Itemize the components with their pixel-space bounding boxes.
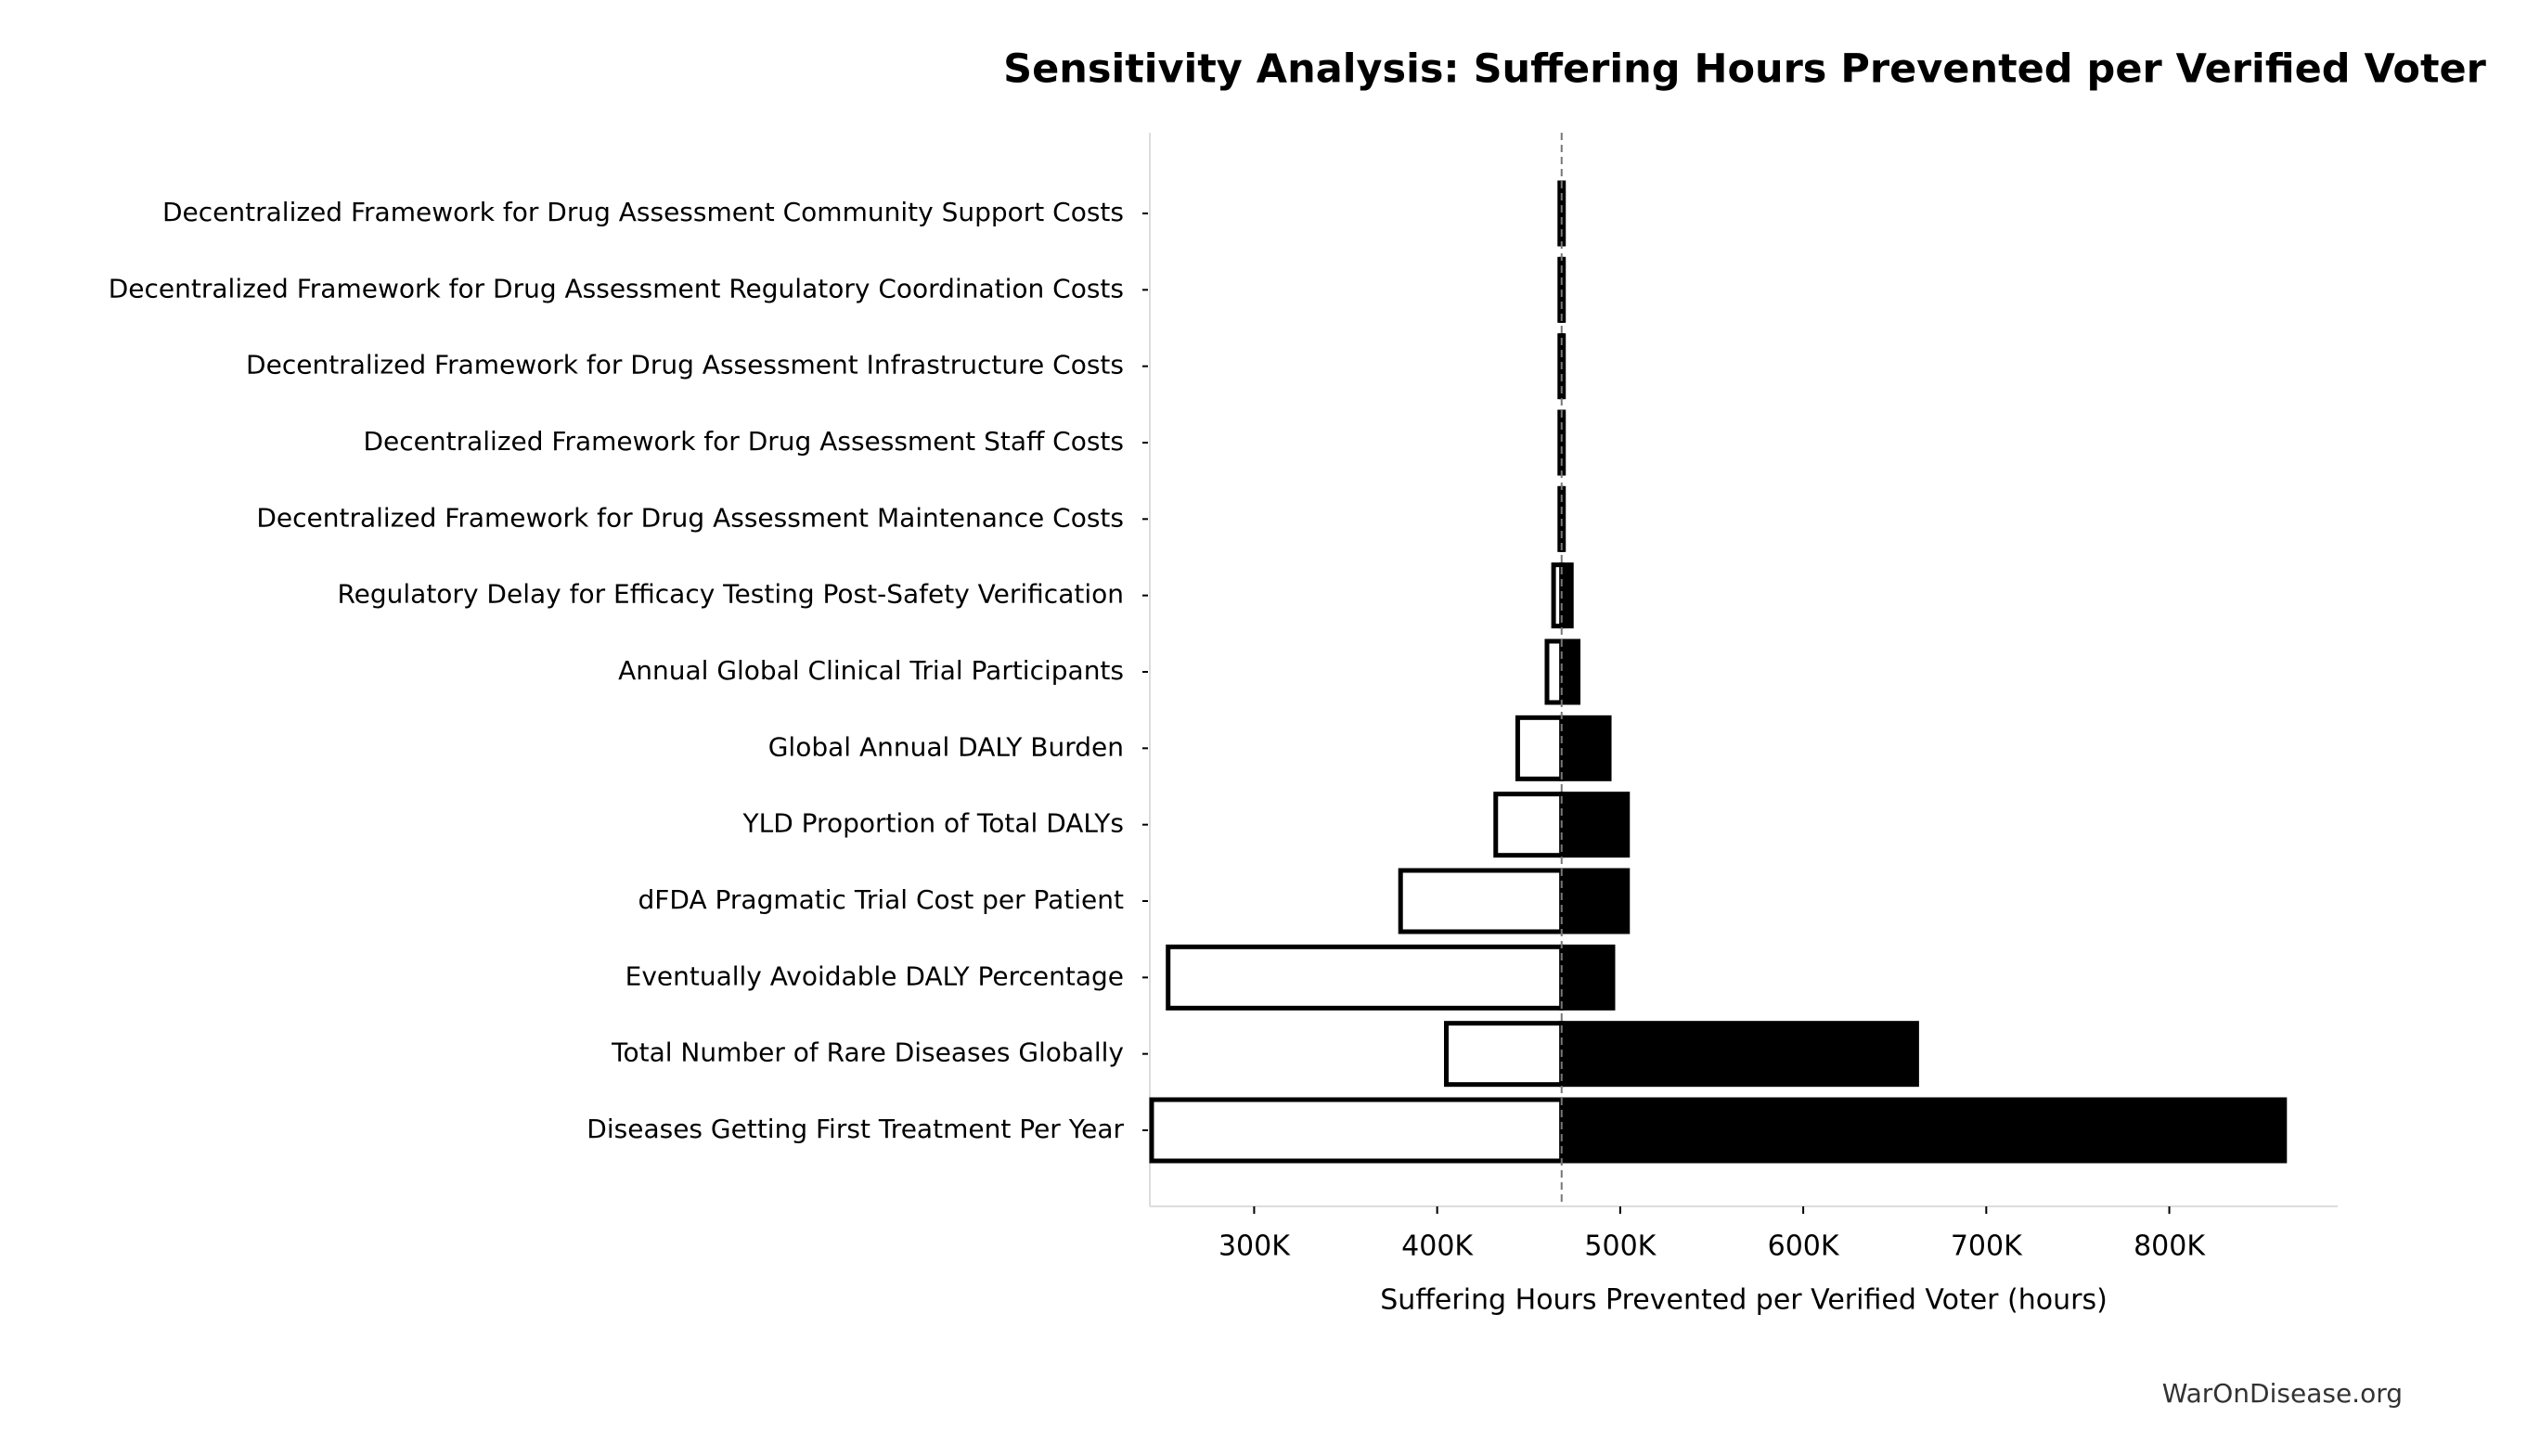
x-tick-label: 600K [1768, 1231, 1840, 1263]
y-tick-label: Total Number of Rare Diseases Globally [611, 1037, 1124, 1068]
low-bar [1444, 1021, 1565, 1088]
low-bar [1166, 944, 1565, 1011]
high-bar [1559, 792, 1631, 858]
y-tick-label: Global Annual DALY Burden [768, 731, 1124, 762]
high-bar [1559, 868, 1631, 934]
source-note: WarOnDisease.org [2162, 1378, 2403, 1409]
chart-title: Sensitivity Analysis: Suffering Hours Pr… [1003, 46, 2487, 93]
low-bar [1493, 792, 1565, 858]
high-bar [1559, 944, 1616, 1011]
y-tick-label: Regulatory Delay for Efficacy Testing Po… [337, 579, 1124, 610]
y-tick-label: Decentralized Framework for Drug Assessm… [162, 197, 1124, 227]
low-bar [1515, 715, 1565, 781]
high-bar [1559, 1021, 1919, 1088]
y-tick-label: Decentralized Framework for Drug Assessm… [363, 426, 1124, 457]
y-tick-label: Annual Global Clinical Trial Participant… [618, 655, 1124, 686]
x-tick-label: 300K [1218, 1231, 1291, 1263]
x-axis-label: Suffering Hours Prevented per Verified V… [1380, 1284, 2108, 1317]
x-tick-label: 700K [1951, 1231, 2023, 1263]
x-tick-label: 400K [1401, 1231, 1474, 1263]
y-tick-label: Diseases Getting First Treatment Per Yea… [587, 1114, 1124, 1144]
y-tick-label: Decentralized Framework for Drug Assessm… [256, 502, 1124, 533]
low-bar [1149, 1097, 1565, 1164]
y-tick-label: Decentralized Framework for Drug Assessm… [246, 350, 1124, 380]
x-tick-label: 800K [2134, 1231, 2206, 1263]
high-bar [1559, 562, 1574, 629]
y-tick-label: Eventually Avoidable DALY Percentage [625, 960, 1124, 991]
x-tick-label: 500K [1584, 1231, 1657, 1263]
low-bar [1398, 868, 1565, 934]
high-bar [1559, 715, 1612, 781]
high-bar [1559, 1097, 2288, 1164]
y-tick-label: Decentralized Framework for Drug Assessm… [109, 273, 1124, 303]
high-bar [1559, 638, 1581, 705]
y-tick-label: dFDA Pragmatic Trial Cost per Patient [638, 884, 1125, 915]
y-tick-label: YLD Proportion of Total DALYs [741, 808, 1124, 839]
